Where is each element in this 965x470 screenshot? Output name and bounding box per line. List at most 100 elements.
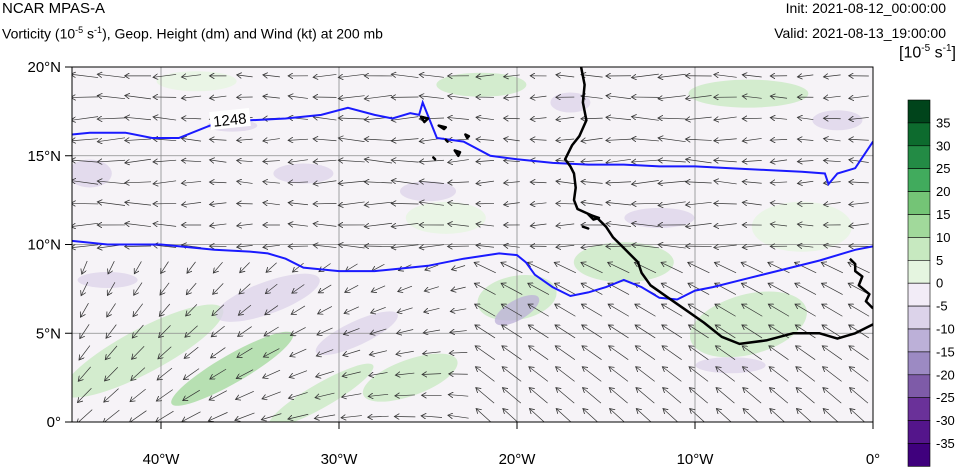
wind-arrow (72, 116, 99, 121)
colorbar (907, 99, 931, 467)
wind-arrow (345, 285, 359, 292)
wind-arrow (213, 283, 224, 294)
wind-arrow (530, 118, 547, 120)
colorbar-label: 30 (936, 138, 950, 153)
model-title: NCAR MPAS-A (2, 0, 106, 17)
wind-arrow (181, 75, 202, 77)
wind-arrow (504, 75, 520, 77)
island-outline (586, 213, 601, 221)
wind-arrow (156, 410, 174, 422)
wind-arrow (314, 414, 336, 419)
wind-arrow (371, 307, 386, 313)
contour-label-group: 1248 (209, 107, 251, 131)
wind-arrow (476, 160, 495, 161)
vorticity-patch (171, 331, 294, 406)
wind-arrow (556, 75, 575, 77)
wind-arrow (658, 245, 686, 249)
wind-arrow (237, 139, 253, 140)
units-mid: s (930, 44, 943, 62)
wind-arrow (72, 181, 99, 185)
wind-arrow (658, 138, 686, 143)
wind-arrow (715, 346, 736, 360)
wind-arrow (795, 262, 817, 274)
wind-arrow (133, 303, 144, 317)
wind-arrow (768, 283, 790, 295)
wind-arrow (210, 160, 227, 162)
contour-label: 1248 (212, 110, 247, 130)
wind-arrow (159, 303, 171, 316)
wind-arrow (153, 117, 177, 120)
wind-arrow (823, 182, 841, 184)
wind-arrow (606, 139, 632, 140)
wind-arrow (183, 368, 200, 380)
wind-arrow (209, 139, 227, 140)
latitude-labels: 20°N 15°N 10°N 5°N 0° (27, 59, 61, 431)
island-outline (432, 156, 437, 161)
wind-arrow (211, 347, 226, 358)
wind-arrow (581, 304, 603, 317)
wind-arrow (210, 203, 227, 205)
wind-arrow (475, 367, 495, 382)
wind-arrow (608, 262, 630, 274)
wind-arrow (849, 203, 869, 205)
wind-arrow (474, 262, 496, 274)
wind-arrow (212, 304, 225, 316)
wind-arrow (263, 161, 280, 162)
wind-arrow (504, 139, 520, 141)
wind-arrow (632, 73, 659, 77)
wind-arrow (105, 345, 118, 360)
wind-arrow (824, 203, 841, 205)
wind-arrow (581, 262, 603, 274)
wind-arrow (338, 96, 365, 99)
wind-arrow (635, 346, 656, 360)
wind-arrow (370, 328, 387, 334)
wind-arrow (397, 329, 414, 333)
wind-arrow (97, 160, 126, 162)
wind-arrow (631, 160, 659, 162)
wind-arrow (662, 346, 682, 360)
wind-arrow (372, 263, 385, 271)
wind-arrow (658, 118, 686, 119)
wind-arrow (474, 283, 496, 295)
wind-arrow (97, 202, 126, 206)
wind-arrow (822, 346, 843, 360)
wind-arrow (449, 352, 468, 353)
wind-arrow (824, 139, 841, 141)
lat-label: 15°N (27, 148, 61, 165)
wind-arrow (159, 325, 171, 337)
wind-arrow (448, 117, 469, 119)
wind-arrow (742, 182, 762, 184)
wind-arrow (421, 416, 443, 418)
lon-label: 0° (866, 451, 880, 468)
wind-arrow (237, 75, 253, 77)
wind-arrow (313, 181, 337, 184)
wind-arrow (581, 75, 603, 78)
wind-arrow (850, 388, 869, 404)
wind-arrow (797, 139, 814, 140)
wind-arrow (661, 262, 683, 274)
colorbar-labels: 35 30 25 20 15 10 5 0 -5 -10 -15 -20 -25 -30 -35 (936, 115, 955, 451)
wind-arrow (741, 262, 763, 274)
wind-arrow (80, 324, 90, 338)
wind-arrow (504, 245, 520, 247)
vorticity-patch (77, 272, 138, 288)
wind-arrow (769, 367, 789, 382)
wind-arrow (583, 388, 602, 404)
wind-arrow (395, 395, 415, 396)
wind-arrow (82, 260, 88, 274)
wind-arrow (338, 245, 365, 249)
wind-arrow (391, 222, 419, 226)
wind-arrow (423, 352, 441, 354)
wind-arrow (631, 203, 659, 204)
wind-arrow (262, 391, 281, 399)
wind-arrow (715, 325, 736, 339)
wind-arrow (742, 202, 762, 205)
wind-arrow (688, 325, 709, 339)
wind-arrow (849, 117, 869, 119)
wind-arrow (686, 223, 712, 226)
wind-arrow (848, 304, 870, 317)
wind-arrow (849, 96, 869, 99)
wind-arrow (714, 224, 737, 227)
wind-arrow (530, 224, 547, 226)
colorbar-box (907, 214, 931, 238)
